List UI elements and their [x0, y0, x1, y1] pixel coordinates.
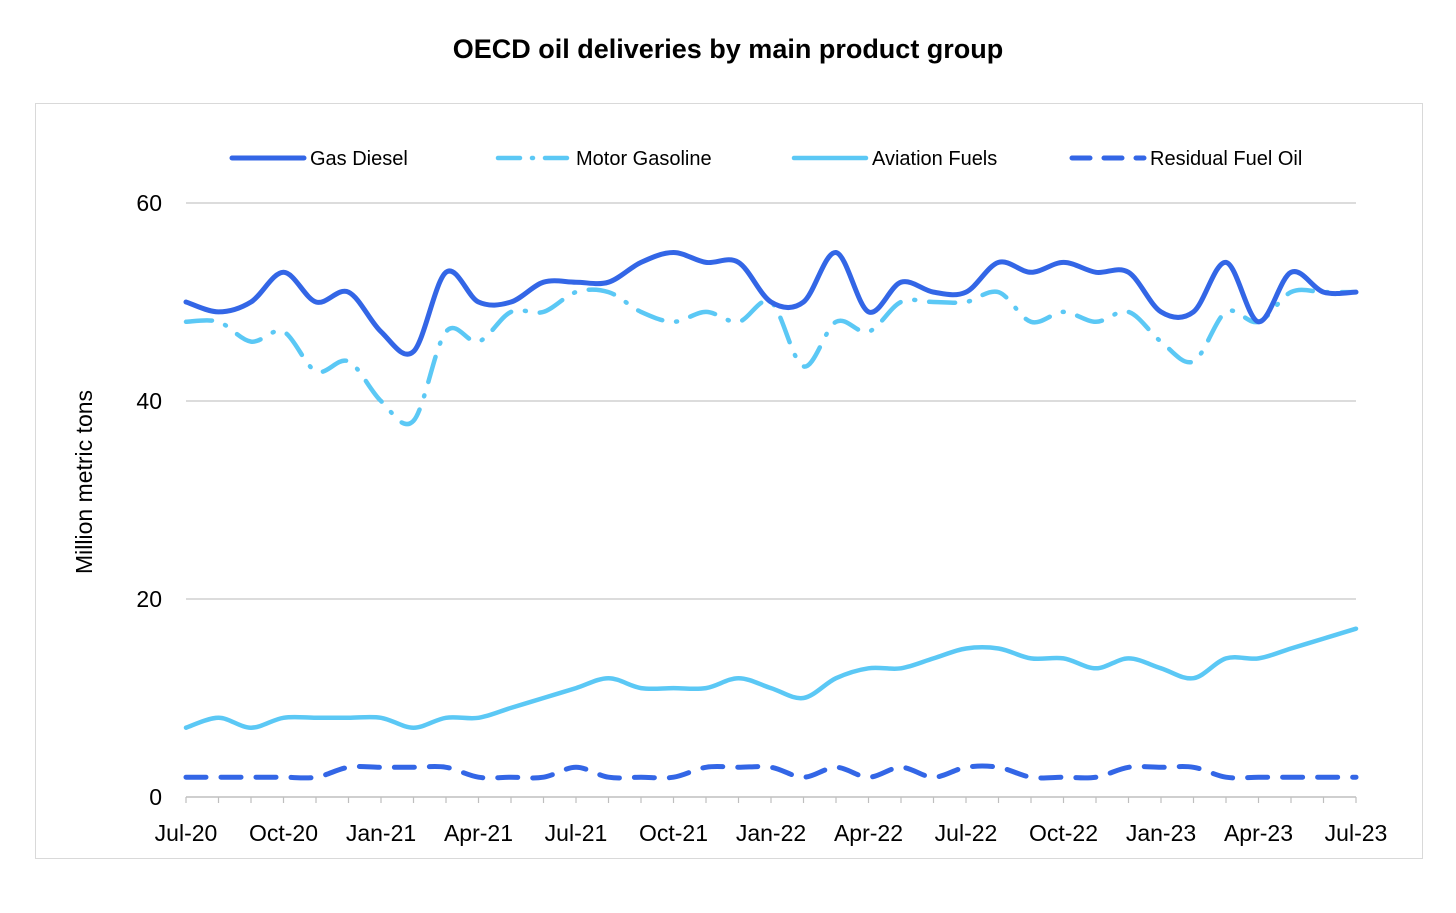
x-tick-label: Oct-20 — [249, 820, 318, 846]
x-tick-label: Apr-22 — [834, 820, 903, 846]
legend: Gas Diesel Motor Gasoline Aviation Fuels Re… — [229, 148, 1302, 170]
x-tick-label: Jul-21 — [545, 820, 608, 846]
x-tick-label: Jul-22 — [935, 820, 998, 846]
series-line-aviation-fuels — [183, 626, 1359, 730]
x-tick-label: Jul-23 — [1325, 820, 1388, 846]
x-axis — [185, 796, 1357, 803]
y-tick-label: 40 — [136, 388, 162, 414]
chart-frame — [35, 103, 1423, 859]
x-tick-label: Jul-20 — [155, 820, 218, 846]
series-line-residual-fuel-oil — [183, 763, 1359, 781]
x-tick-label: Oct-22 — [1029, 820, 1098, 846]
legend-label: Aviation Fuels — [872, 148, 997, 170]
y-axis-ticks: 0 20 40 60 — [136, 190, 162, 810]
x-tick-label: Apr-21 — [444, 820, 513, 846]
y-tick-label: 0 — [149, 784, 162, 810]
x-tick-label: Oct-21 — [639, 820, 708, 846]
x-axis-ticks: Jul-20 Oct-20 Jan-21 Apr-21 Jul-21 Oct-21 Jan-… — [155, 820, 1388, 846]
series-lines — [183, 250, 1359, 781]
series-line-gas-diesel — [183, 250, 1359, 357]
legend-label: Gas Diesel — [310, 148, 408, 170]
x-tick-label: Jan-21 — [346, 820, 416, 846]
y-tick-label: 20 — [136, 586, 162, 612]
x-tick-label: Apr-23 — [1224, 820, 1293, 846]
y-tick-label: 60 — [136, 190, 162, 216]
legend-label: Motor Gasoline — [576, 148, 712, 170]
gridlines — [186, 202, 1356, 600]
series-line-motor-gasoline — [183, 287, 1359, 427]
chart-title: OECD oil deliveries by main product grou… — [452, 34, 1004, 64]
y-axis-title: Million metric tons — [71, 390, 97, 574]
x-tick-label: Jan-23 — [1126, 820, 1196, 846]
x-tick-label: Jan-22 — [736, 820, 806, 846]
legend-label: Residual Fuel Oil — [1150, 148, 1302, 170]
